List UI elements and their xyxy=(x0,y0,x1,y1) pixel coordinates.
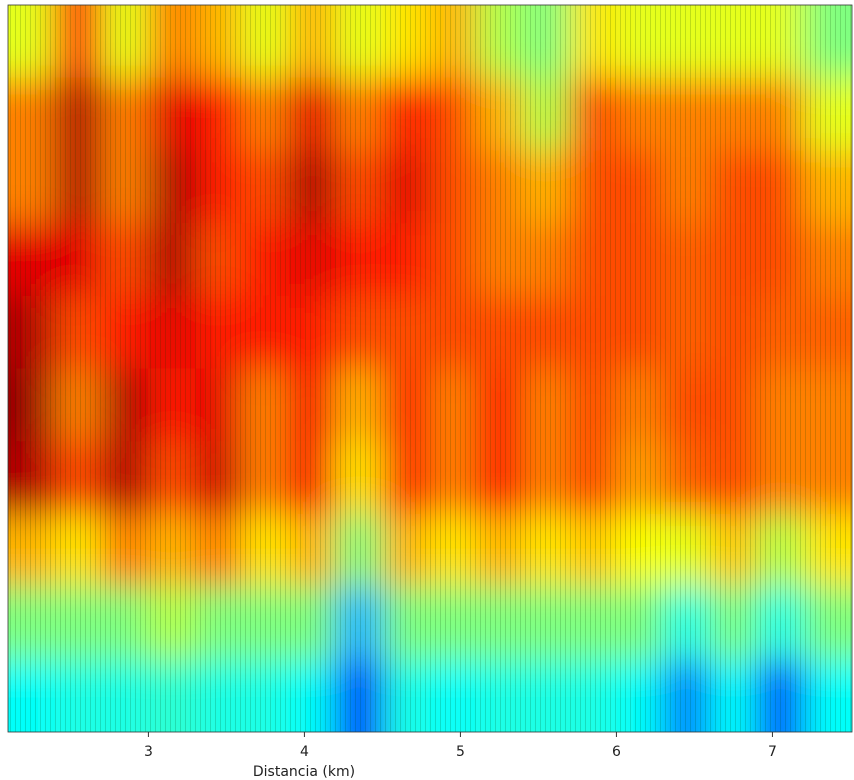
x-tick-label: 7 xyxy=(768,744,777,760)
texture xyxy=(8,5,852,732)
x-tick-label: 4 xyxy=(300,744,309,760)
x-tick-label: 5 xyxy=(456,744,465,760)
plot-frame xyxy=(7,4,853,733)
x-tick-label: 6 xyxy=(612,744,621,760)
x-tick-label: 3 xyxy=(144,744,153,760)
x-axis-label: Distancia (km) xyxy=(253,764,355,780)
